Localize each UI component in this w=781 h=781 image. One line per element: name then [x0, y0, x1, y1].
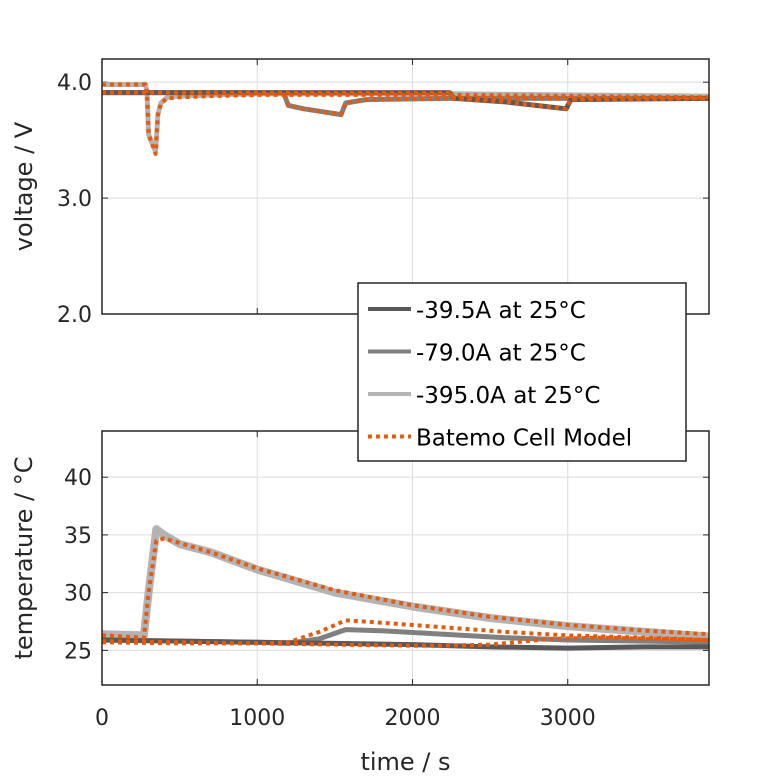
series-line-batemo-cell-model-79-0a	[102, 618, 709, 646]
legend-label: -395.0A at 25°C	[416, 383, 600, 409]
y-axis-label: temperature / °C	[10, 457, 38, 660]
y-axis-label: voltage / V	[10, 121, 38, 251]
legend: -39.5A at 25°C -79.0A at 25°C -395.0A at 2…	[357, 282, 687, 462]
y-tick-label: 4.0	[57, 71, 92, 96]
series-line-batemo-cell-model-39-5a	[102, 635, 709, 648]
y-tick-label: 30	[64, 582, 92, 607]
series-line-batemo-cell-model	[102, 536, 709, 640]
legend-label: -79.0A at 25°C	[416, 341, 586, 367]
y-tick-label: 2.0	[57, 303, 92, 328]
y-tick-label: 25	[64, 639, 92, 664]
series-line-batemo-cell-model-39-5a	[102, 90, 709, 111]
y-tick-label: 35	[64, 524, 92, 549]
series-line-39-5a-at-25-c	[102, 637, 709, 651]
legend-label: -39.5A at 25°C	[416, 298, 586, 324]
x-tick-label: 0	[95, 706, 109, 731]
temperature-axes: 0 1000 2000 3000 25 30 35 40 temperature / °C tim…	[10, 430, 710, 776]
y-tick-label: 3.0	[57, 187, 92, 212]
legend-label: Batemo Cell Model	[416, 426, 632, 452]
x-tick-label: 1000	[229, 706, 285, 731]
y-tick-label: 40	[64, 466, 92, 491]
voltage-axes: 2.0 3.0 4.0 voltage / V	[10, 58, 710, 328]
x-axis-label: time / s	[360, 748, 450, 776]
x-tick-label: 3000	[540, 706, 596, 731]
series-line-batemo-cell-model-79-0a	[102, 90, 709, 117]
series-line-batemo-cell-model	[102, 82, 709, 156]
x-tick-label: 2000	[384, 706, 440, 731]
legend-box	[357, 282, 687, 462]
